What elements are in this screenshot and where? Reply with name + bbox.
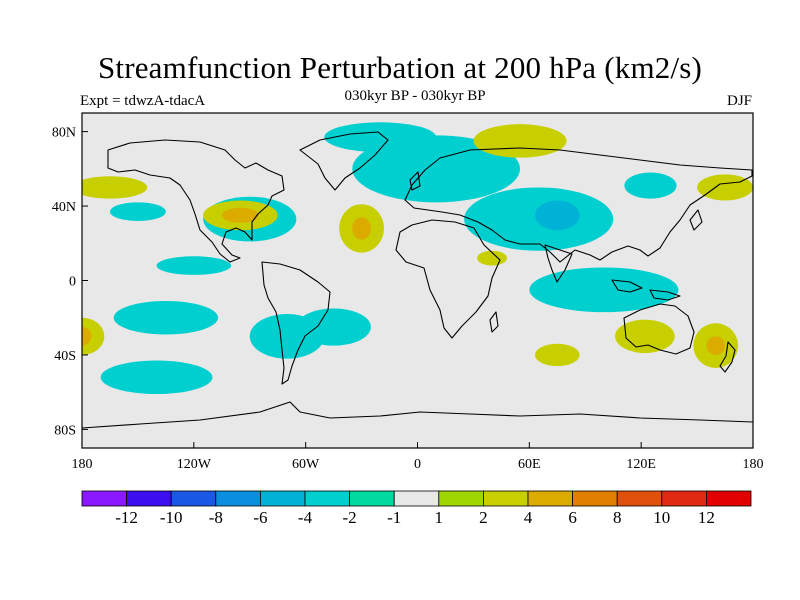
coast-india [544, 244, 573, 283]
coast-indonesia [611, 279, 681, 301]
contour-region-7 [109, 202, 166, 221]
coast-greenland [299, 131, 389, 191]
colorbar-swatch [259, 490, 306, 507]
contour-region-6 [156, 256, 232, 275]
contour-region-25 [706, 336, 726, 355]
coast-south-america [261, 261, 331, 385]
colorbar: -12 -10 -8 -6 -4 -2 -1 1 2 4 6 8 10 12 [81, 490, 752, 527]
colorbar-label: 12 [698, 508, 715, 527]
season-label: DJF [726, 93, 752, 109]
y-tick-label: 40S [54, 349, 76, 364]
coast-islands [409, 171, 703, 333]
colorbar-swatch [393, 490, 440, 507]
colorbar-label: 10 [653, 508, 670, 527]
contour-region-26 [82, 327, 92, 346]
y-axis: 80N 40N 0 40S 80S [52, 126, 88, 438]
colorbar-swatch [215, 490, 261, 507]
colorbar-swatch [482, 490, 529, 507]
contour-region-21 [534, 343, 580, 367]
colorbar-label: -8 [209, 508, 223, 527]
colorbar-label: -2 [343, 508, 357, 527]
contour-region-19 [615, 319, 675, 354]
colorbar-label: 6 [568, 508, 577, 527]
chart-subtitle: 030kyr BP - 030kyr BP [344, 88, 486, 104]
colorbar-swatch [438, 490, 484, 507]
contour-region-24 [352, 217, 371, 240]
contour-region-0 [352, 135, 521, 203]
contour-region-2 [534, 200, 580, 231]
colorbar-swatch [170, 490, 217, 507]
x-tick-label: 120E [626, 457, 656, 472]
coastline-layer [82, 131, 753, 429]
coast-australia [623, 303, 695, 355]
colorbar-swatch [81, 490, 127, 507]
contour-region-18 [473, 124, 567, 158]
x-tick-label: 60E [518, 457, 541, 472]
colorbar-label: 4 [524, 508, 533, 527]
contour-region-14 [697, 174, 753, 201]
chart-title: Streamfunction Perturbation at 200 hPa (… [97, 50, 703, 85]
colorbar-label: -1 [387, 508, 401, 527]
contour-region-8 [113, 300, 219, 335]
colorbar-label: 8 [613, 508, 622, 527]
colorbar-label: -6 [253, 508, 267, 527]
colorbar-swatch [616, 490, 663, 507]
experiment-label: Expt = tdwzA-tdacA [80, 93, 206, 109]
coast-africa [395, 219, 501, 339]
colorbar-swatch [304, 490, 350, 507]
contour-region-4 [529, 267, 679, 313]
contour-region-12 [324, 122, 437, 153]
colorbar-label: -12 [115, 508, 138, 527]
contour-region-23 [221, 207, 260, 223]
y-tick-label: 80S [54, 423, 76, 438]
contour-region-3 [624, 172, 677, 199]
y-tick-label: 40N [52, 200, 76, 215]
contour-region-22 [82, 317, 105, 355]
x-tick-label: 180 [72, 457, 93, 472]
coast-new-zealand [719, 341, 736, 373]
y-tick-label: 80N [52, 126, 76, 141]
contour-fill-layer [82, 122, 753, 395]
contour-region-11 [296, 308, 371, 346]
coast-antarctica [82, 401, 753, 429]
colorbar-label: 1 [435, 508, 444, 527]
coast-north-america [107, 139, 285, 263]
colorbar-swatch [706, 490, 752, 507]
coast-eurasia [404, 147, 753, 263]
x-tick-label: 180 [743, 457, 764, 472]
colorbar-swatch [572, 490, 618, 507]
colorbar-swatch [527, 490, 573, 507]
colorbar-label: -10 [160, 508, 183, 527]
colorbar-label: -4 [298, 508, 313, 527]
y-tick-label: 0 [69, 275, 76, 290]
colorbar-label: 2 [479, 508, 488, 527]
contour-region-9 [100, 360, 213, 395]
x-tick-label: 0 [414, 457, 421, 472]
contour-region-15 [82, 176, 148, 199]
x-tick-label: 120W [177, 457, 212, 472]
x-tick-label: 60W [292, 457, 320, 472]
colorbar-swatch [661, 490, 707, 507]
colorbar-swatch [349, 490, 395, 507]
colorbar-swatch [126, 490, 172, 507]
x-axis: 180 120W 60W 0 60E 120E 180 [72, 442, 764, 472]
